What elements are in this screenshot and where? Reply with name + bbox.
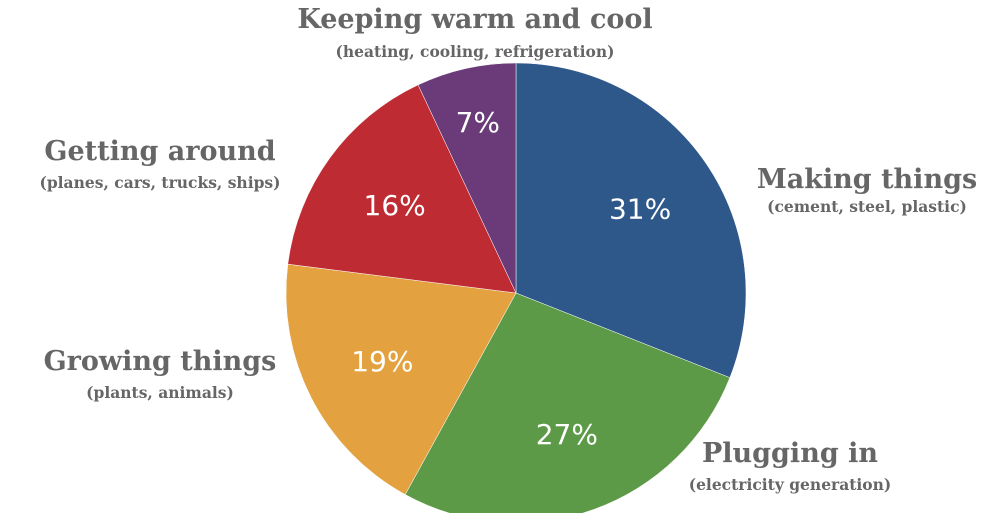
category-sublabel-plugging-in: (electricity generation) bbox=[689, 475, 892, 494]
pie-slice-keeping-warm-and-cool bbox=[417, 62, 517, 294]
percent-label-growing-things: 19% bbox=[351, 345, 413, 378]
category-sublabel-making-things: (cement, steel, plastic) bbox=[767, 197, 967, 216]
label-group-keeping-warm-and-cool: Keeping warm and cool (heating, cooling,… bbox=[297, 4, 652, 61]
pie-slice-making-things bbox=[515, 62, 747, 378]
label-group-plugging-in: Plugging in (electricity generation) bbox=[689, 438, 892, 494]
percent-label-making-things: 31% bbox=[609, 193, 671, 226]
category-label-growing-things: Growing things bbox=[44, 346, 277, 377]
category-label-getting-around: Getting around bbox=[44, 136, 275, 167]
label-group-making-things: Making things (cement, steel, plastic) bbox=[757, 164, 977, 216]
category-sublabel-keeping-warm-and-cool: (heating, cooling, refrigeration) bbox=[336, 42, 615, 61]
category-label-plugging-in: Plugging in bbox=[702, 438, 878, 469]
percent-label-keeping-warm-and-cool: 7% bbox=[456, 106, 500, 139]
category-label-making-things: Making things bbox=[757, 164, 977, 195]
category-sublabel-getting-around: (planes, cars, trucks, ships) bbox=[40, 173, 281, 192]
percent-label-plugging-in: 27% bbox=[536, 418, 598, 451]
pie-slice-getting-around bbox=[287, 84, 517, 294]
label-group-growing-things: Growing things (plants, animals) bbox=[44, 346, 277, 402]
label-group-getting-around: Getting around (planes, cars, trucks, sh… bbox=[40, 136, 281, 192]
percent-labels: 31% 27% 19% 16% 7% bbox=[351, 106, 671, 451]
pie-slice-growing-things bbox=[285, 263, 517, 495]
category-sublabel-growing-things: (plants, animals) bbox=[86, 383, 234, 402]
pie-slices bbox=[285, 62, 747, 513]
percent-label-getting-around: 16% bbox=[364, 189, 426, 222]
pie-slice-plugging-in bbox=[404, 292, 731, 513]
category-label-keeping-warm-and-cool: Keeping warm and cool bbox=[297, 4, 652, 35]
